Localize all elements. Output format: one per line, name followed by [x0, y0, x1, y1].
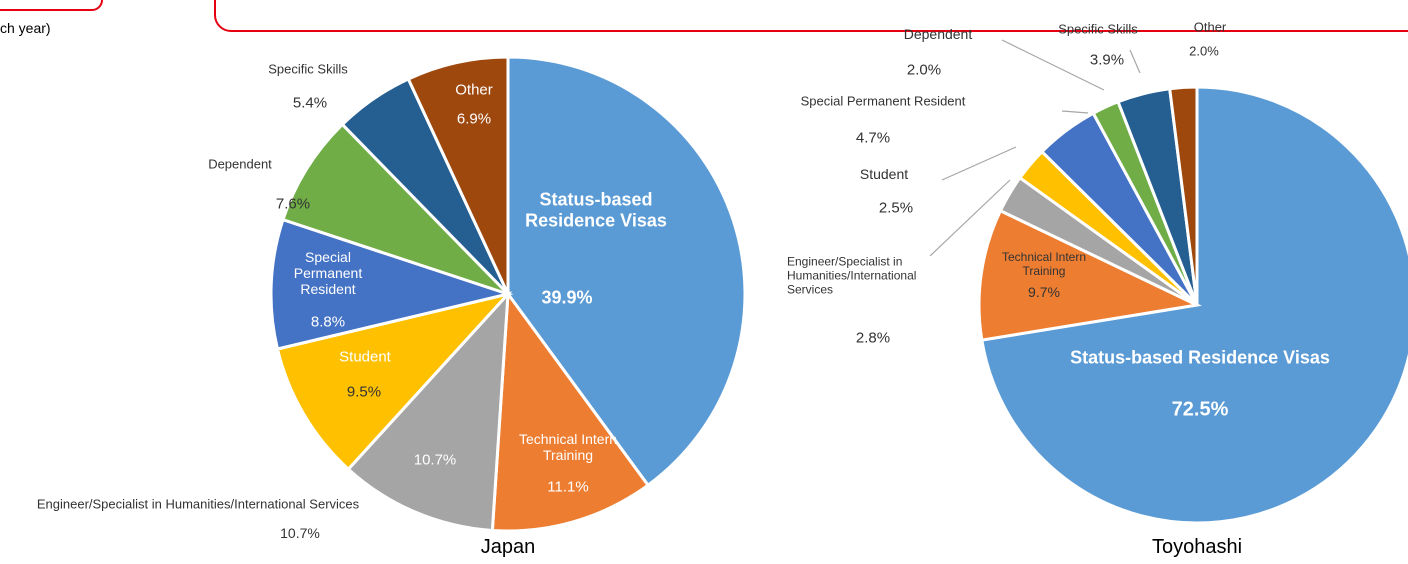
- value-label: 39.9%: [541, 287, 593, 308]
- value-label: 72.5%: [1171, 398, 1229, 421]
- category-label: Status-based Residence Visas: [525, 189, 667, 230]
- category-label: Engineer/Specialist in Humanities/Intern…: [787, 254, 917, 296]
- category-label: Special Permanent Resident: [800, 93, 966, 109]
- value-label: 2.5%: [878, 199, 914, 217]
- category-label: Specific Skills: [1058, 21, 1138, 37]
- category-label: Student: [859, 165, 909, 182]
- leader-lines: [399, 39, 1141, 257]
- value-label: 3.9%: [1089, 51, 1125, 69]
- pie-slice: [269, 217, 514, 351]
- pie-slice: [275, 291, 513, 472]
- pie-slice: [977, 208, 1202, 342]
- value-label: 2.0%: [1189, 43, 1219, 59]
- frame: [0, 0, 103, 11]
- category-label: Other: [1193, 19, 1227, 35]
- value-label: 10.7%: [413, 451, 457, 469]
- value-label: 2.8%: [855, 329, 891, 347]
- category-label: Other: [455, 81, 493, 99]
- leader-line: [1129, 49, 1141, 74]
- pie-slice: [490, 289, 651, 533]
- category-label: Engineer/Specialist in Humanities/Intern…: [36, 496, 360, 512]
- value-label: 4.7%: [855, 129, 891, 147]
- category-label: Dependent: [903, 25, 973, 42]
- value-label: 6.9%: [456, 110, 492, 128]
- category-label: Specific Skills: [268, 61, 348, 77]
- value-label: 10.7%: [280, 524, 320, 541]
- value-label: 2.0%: [906, 61, 942, 79]
- value-label: 9.7%: [1028, 283, 1060, 300]
- leader-line: [1061, 110, 1089, 114]
- category-label: Status-based Residence Visas: [1070, 347, 1330, 368]
- value-label: 5.4%: [292, 94, 328, 112]
- category-label: Technical Intern Training: [518, 430, 618, 463]
- leader-line: [941, 146, 1017, 181]
- pie-slice: [281, 122, 510, 296]
- chart-title: Japan: [480, 536, 536, 558]
- header-text: ch year): [0, 20, 51, 36]
- chart-title: Toyohashi: [1151, 536, 1243, 558]
- pie-slice: [980, 85, 1408, 525]
- category-label: Special Permanent Resident: [293, 248, 363, 298]
- pie-slice: [406, 55, 510, 295]
- category-label: Student: [339, 348, 391, 366]
- value-label: 7.6%: [275, 195, 311, 213]
- category-label: Dependent: [208, 156, 272, 172]
- leader-line: [929, 179, 1011, 257]
- pie-slice: [506, 55, 747, 488]
- category-label: Technical Intern Training: [1001, 250, 1087, 278]
- value-label: 8.8%: [310, 313, 346, 331]
- value-label: 11.1%: [547, 478, 589, 496]
- frame: [214, 0, 1408, 32]
- leader-line: [1001, 39, 1105, 91]
- value-label: 9.5%: [346, 383, 382, 401]
- pie-slice: [346, 289, 510, 533]
- pie-slice: [1168, 85, 1199, 306]
